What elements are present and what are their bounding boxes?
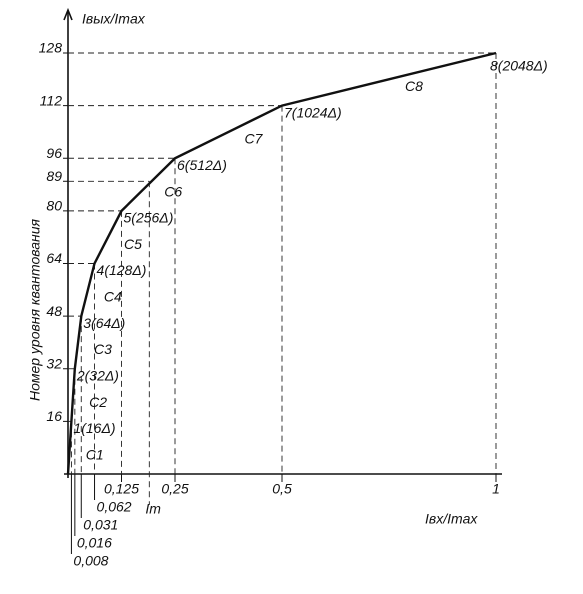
x-tick-label: 0,016 [77, 535, 112, 551]
segment-label: C8 [405, 78, 423, 94]
y-tick-label: 89 [46, 168, 62, 184]
point-label: 5(256Δ) [124, 210, 174, 226]
x-tick-label: 1 [492, 481, 500, 497]
y-tick-label: 128 [39, 40, 63, 56]
point-label: 1(16Δ) [73, 420, 115, 436]
x-tick-label: 0,031 [83, 517, 118, 533]
y-tick-label: 80 [46, 198, 62, 214]
y-axis-label: Номер уровня квантования [27, 218, 43, 401]
x-tick-label: 0,125 [104, 481, 139, 497]
point-label: 4(128Δ) [97, 262, 147, 278]
segment-label: C3 [94, 341, 112, 357]
y-title: Iвых/Imax [82, 11, 146, 27]
marker-label: Im [145, 501, 161, 517]
point-label: 8(2048Δ) [490, 58, 548, 74]
y-tick-label: 96 [46, 145, 62, 161]
segment-label: C6 [164, 183, 182, 199]
x-tick-label: 0,062 [97, 499, 132, 515]
point-label: 3(64Δ) [83, 315, 125, 331]
segment-label: C2 [89, 394, 107, 410]
segment-label: C4 [104, 289, 122, 305]
y-tick-label: 48 [46, 303, 62, 319]
y-tick-label: 64 [46, 250, 62, 266]
x-tick-label: 0,008 [73, 553, 108, 569]
y-tick-label: 16 [46, 408, 62, 424]
line [66, 51, 497, 475]
segment-label: C5 [124, 236, 142, 252]
x-tick-label: 0,25 [161, 481, 188, 497]
point-label: 6(512Δ) [177, 157, 227, 173]
y-tick-label: 112 [40, 92, 63, 108]
segment-label: C1 [86, 446, 104, 462]
x-title: Iвх/Imax [425, 511, 478, 527]
x-tick-label: 0,5 [272, 481, 292, 497]
point-label: 2(32Δ) [76, 367, 119, 383]
y-axis-arrow [63, 7, 73, 21]
y-tick-label: 32 [46, 355, 62, 371]
point-label: 7(1024Δ) [284, 104, 342, 120]
segment-label: C7 [245, 131, 264, 147]
